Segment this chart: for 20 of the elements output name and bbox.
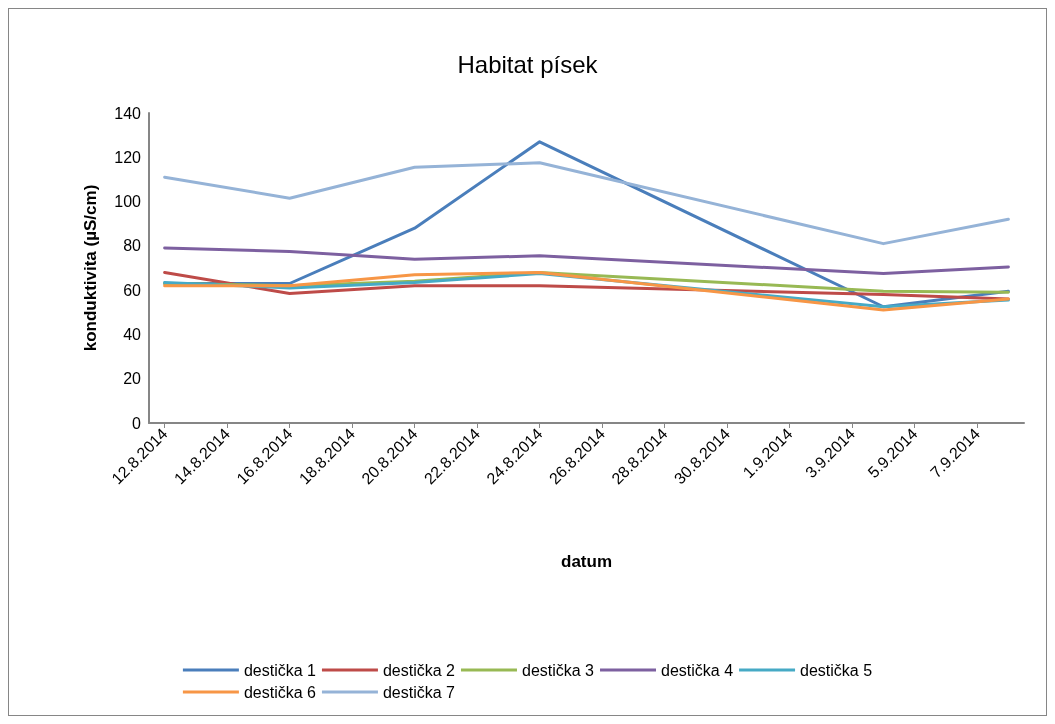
y-tick-label: 0 — [132, 414, 142, 432]
line-series — [163, 161, 1010, 246]
legend-label: destička 6 — [243, 683, 317, 701]
legend-label: destička 5 — [800, 661, 873, 679]
y-tick-label: 140 — [114, 104, 142, 122]
legend-label: destička 7 — [382, 683, 456, 701]
line-series — [163, 246, 1010, 276]
y-tick-label: 40 — [123, 325, 142, 343]
chart-title: Habitat písek — [457, 50, 599, 78]
legend-label: destička 3 — [521, 661, 595, 679]
legend-label: destička 2 — [382, 661, 456, 679]
legend-label: destička 4 — [661, 661, 734, 679]
y-tick-label: 20 — [123, 370, 142, 388]
y-tick-label: 80 — [123, 237, 142, 255]
y-tick-label: 60 — [123, 281, 142, 299]
y-tick-label: 120 — [114, 148, 142, 166]
y-tick-label: 100 — [114, 193, 142, 211]
y-axis-title: konduktivita (µS/cm) — [81, 184, 100, 352]
legend-label: destička 1 — [243, 661, 317, 679]
x-axis-title: datum — [561, 552, 612, 571]
